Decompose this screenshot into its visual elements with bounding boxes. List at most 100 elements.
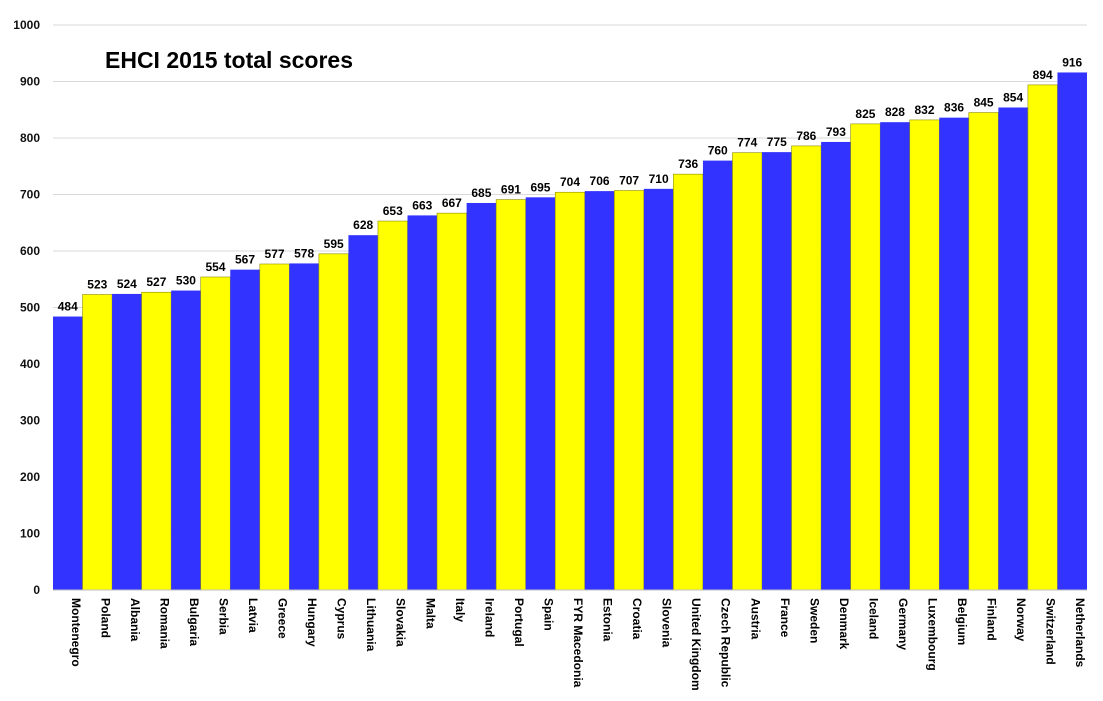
y-tick-label: 900 xyxy=(20,75,40,89)
category-label: Germany xyxy=(896,598,910,650)
data-label: 663 xyxy=(412,198,432,212)
y-tick-label: 100 xyxy=(20,527,40,541)
category-label: United Kingdom xyxy=(689,598,703,691)
category-label: Cyprus xyxy=(335,598,349,640)
category-label: Serbia xyxy=(216,598,230,635)
data-label: 825 xyxy=(855,107,875,121)
y-tick-label: 200 xyxy=(20,470,40,484)
bar xyxy=(880,122,910,591)
data-labels: 484 523 524 527 530 554 567 577 578 595 628 653 663 6… xyxy=(58,55,1083,313)
category-label: Italy xyxy=(453,598,467,622)
category-label: Slovakia xyxy=(394,598,408,647)
category-label: France xyxy=(778,598,792,638)
data-label: 567 xyxy=(235,253,255,267)
category-label: Bulgaria xyxy=(187,598,201,646)
y-tick-label: 700 xyxy=(20,188,40,202)
bar xyxy=(821,141,851,590)
data-label: 774 xyxy=(737,136,757,150)
data-label: 832 xyxy=(914,103,934,117)
data-label: 524 xyxy=(117,277,137,291)
data-label: 695 xyxy=(530,180,550,194)
data-label: 577 xyxy=(265,247,285,261)
bar xyxy=(112,293,142,590)
category-label: Belgium xyxy=(955,598,969,645)
bars xyxy=(53,72,1087,591)
data-label: 595 xyxy=(324,237,344,251)
y-tick-label: 0 xyxy=(33,583,40,597)
data-label: 760 xyxy=(708,144,728,158)
bar xyxy=(53,316,83,590)
bar xyxy=(554,191,586,591)
data-label: 530 xyxy=(176,274,196,288)
bar xyxy=(762,152,792,590)
data-label: 707 xyxy=(619,174,639,188)
category-label: Poland xyxy=(98,598,112,638)
category-label: Greece xyxy=(276,598,290,639)
category-label: Malta xyxy=(423,598,437,629)
y-tick-label: 300 xyxy=(20,414,40,428)
y-tick-label: 500 xyxy=(20,301,40,315)
category-label: Estonia xyxy=(601,598,615,642)
data-label: 554 xyxy=(205,260,225,274)
data-label: 736 xyxy=(678,157,698,171)
bar xyxy=(230,269,260,590)
bar xyxy=(673,173,704,591)
data-label: 484 xyxy=(58,300,78,314)
data-label: 916 xyxy=(1062,55,1082,69)
category-label: Spain xyxy=(541,598,555,631)
category-label: Montenegro xyxy=(69,598,83,667)
bar xyxy=(318,253,349,591)
data-label: 704 xyxy=(560,175,580,189)
category-label: Ireland xyxy=(482,598,496,637)
data-label: 578 xyxy=(294,246,314,260)
bar xyxy=(436,212,467,591)
y-axis-ticks: 0 100 200 300 400 500 600 700 800 900 1000 xyxy=(13,18,40,597)
category-label: Romania xyxy=(157,598,171,649)
y-tick-label: 400 xyxy=(20,357,40,371)
bar xyxy=(377,220,408,591)
data-label: 685 xyxy=(471,186,491,200)
bar xyxy=(614,190,645,591)
category-label: Portugal xyxy=(512,598,526,647)
data-label: 706 xyxy=(590,174,610,188)
category-label: Albania xyxy=(128,598,142,642)
bar xyxy=(939,117,969,590)
bar xyxy=(584,191,615,591)
bar xyxy=(643,188,674,590)
data-label: 854 xyxy=(1003,90,1023,104)
category-label: Sweden xyxy=(807,598,821,643)
bar xyxy=(466,202,497,590)
category-label: Hungary xyxy=(305,598,319,647)
category-label: Denmark xyxy=(837,598,851,650)
data-label: 845 xyxy=(974,96,994,110)
category-label: Finland xyxy=(985,598,999,641)
category-label: Slovenia xyxy=(660,598,674,648)
data-label: 667 xyxy=(442,196,462,210)
bar xyxy=(348,235,378,590)
bar xyxy=(968,112,999,591)
x-axis-labels: Montenegro Poland Albania Romania Bulgaria Se… xyxy=(69,598,1087,691)
category-label: Switzerland xyxy=(1044,598,1058,665)
y-tick-label: 600 xyxy=(20,244,40,258)
data-label: 775 xyxy=(767,135,787,149)
bar xyxy=(200,276,231,591)
bar xyxy=(791,145,822,591)
data-label: 836 xyxy=(944,101,964,115)
bar xyxy=(495,199,526,591)
category-label: Croatia xyxy=(630,598,644,640)
bar xyxy=(732,152,763,591)
data-label: 523 xyxy=(87,278,107,292)
bar xyxy=(171,290,201,590)
category-label: Lithuania xyxy=(364,598,378,652)
data-label: 793 xyxy=(826,125,846,139)
data-label: 894 xyxy=(1033,68,1053,82)
category-label: Netherlands xyxy=(1073,598,1087,668)
data-label: 828 xyxy=(885,105,905,119)
category-label: Latvia xyxy=(246,598,260,633)
bar xyxy=(82,294,113,591)
category-label: Iceland xyxy=(866,598,880,639)
data-label: 527 xyxy=(146,275,166,289)
category-label: Austria xyxy=(748,598,762,640)
bar xyxy=(141,291,172,591)
